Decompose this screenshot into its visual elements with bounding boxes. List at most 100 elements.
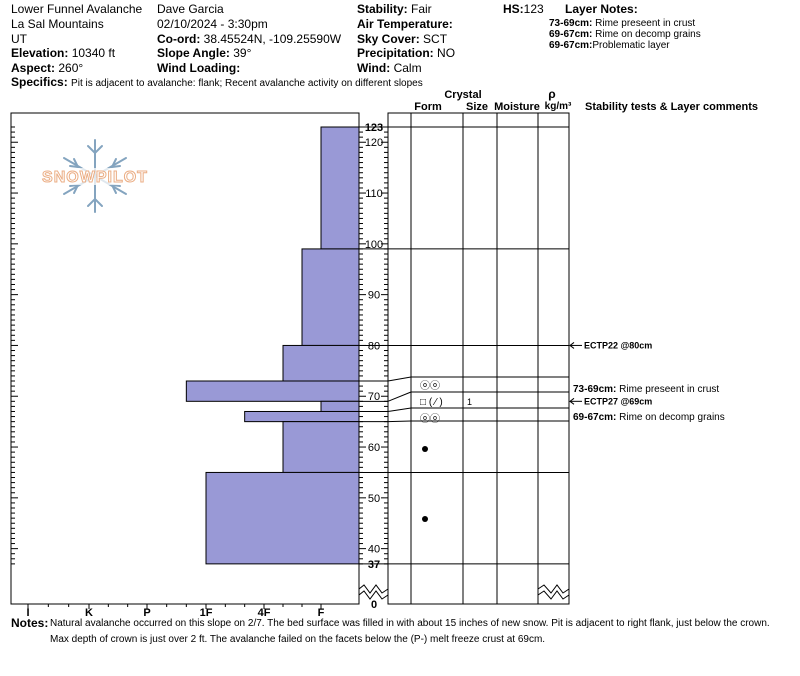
layer-comment: 69-67cm: Rime on decomp grains: [573, 412, 725, 423]
layer-note: 69-67cm:Problematic layer: [549, 40, 670, 52]
coordinates: Co-ord: 38.45524N, -109.25590W: [157, 32, 341, 46]
total-height: HS:123: [503, 2, 544, 16]
hardness-tick-label: P: [143, 607, 150, 616]
slope-value: 39°: [233, 46, 252, 60]
layer-note: 73-69cm: Rime preseent in crust: [549, 18, 695, 30]
height-tick-label: 70: [368, 391, 380, 403]
aspect: Aspect: 260°: [11, 61, 83, 75]
height-tick-label: 50: [368, 493, 380, 505]
height-tick-label: 40: [368, 544, 380, 556]
hardness-tick-label: I: [26, 607, 29, 616]
stability-label: Stability:: [357, 2, 408, 16]
slope-label: Slope Angle:: [157, 46, 230, 60]
air-temp-label: Air Temperature:: [357, 17, 453, 31]
layer-lines: [359, 126, 569, 565]
layer-connector: [387, 420, 412, 423]
aspect-value: 260°: [58, 61, 84, 75]
location-name: Lower Funnel Avalanche: [11, 2, 143, 16]
hardness-axis: I K P 1F 4F F: [26, 604, 325, 616]
wind-label: Wind:: [357, 61, 391, 75]
grain-size: 1: [467, 397, 472, 407]
density-unit-header: kg/m³: [545, 101, 572, 112]
hardness-bar: [320, 400, 360, 412]
air-temperature: Air Temperature:: [357, 17, 453, 31]
hardness-tick-label: 4F: [258, 607, 271, 616]
height-tick-label: 123: [365, 122, 383, 134]
hardness-bar: [244, 410, 360, 423]
density-rho-header: ρ: [548, 87, 555, 101]
height-tick-label: 0: [371, 599, 377, 611]
grain-symbols: ⓞⓞ □ ( ⁄ ) 1 ⓞⓞ: [420, 380, 472, 522]
layer-comment-range: 69-67cm:: [573, 412, 619, 423]
layer-comment-text: Rime preseent in crust: [619, 384, 719, 395]
layer-connector: [387, 407, 412, 412]
layer-note-text: Rime on decomp grains: [595, 29, 701, 40]
hardness-bar: [205, 471, 360, 565]
hardness-bar: [320, 126, 360, 250]
grain-table: [387, 112, 570, 605]
mountain-range: La Sal Mountains: [11, 17, 104, 31]
notes-text: Natural avalanche occurred on this slope…: [50, 618, 770, 645]
wind-loading: Wind Loading:: [157, 61, 240, 75]
height-tick-label: 120: [365, 137, 383, 149]
stability-test-arrowhead: [569, 397, 575, 405]
layer-note-range: 69-67cm:: [549, 29, 593, 40]
specifics-label: Specifics:: [11, 75, 68, 89]
layer-connector: [387, 376, 412, 382]
snow-profile-chart: Crystal Form Size Moisture ρ kg/m³ Stabi…: [10, 87, 758, 616]
precip-value: NO: [437, 46, 456, 60]
aspect-label: Aspect:: [11, 61, 56, 75]
elevation-value: 10340 ft: [71, 46, 116, 60]
height-tick-label: 60: [368, 442, 380, 454]
precipitation: Precipitation: NO: [357, 46, 455, 60]
comments-header: Stability tests & Layer comments: [585, 101, 758, 113]
grain-form-symbol: ⓞⓞ: [420, 380, 440, 392]
wind-loading-label: Wind Loading:: [157, 61, 241, 75]
stability-test-label: ECTP22 @80cm: [584, 340, 652, 350]
moisture-header: Moisture: [494, 101, 540, 113]
layer-note-range: 73-69cm:: [549, 18, 593, 29]
hs-value: 123: [523, 2, 544, 16]
sky-cover: Sky Cover: SCT: [357, 32, 447, 46]
coord-value: 38.45524N, -109.25590W: [203, 32, 342, 46]
hardness-tick-label: K: [85, 607, 93, 616]
state: UT: [11, 32, 27, 46]
grain-form-symbol: ⓞⓞ: [420, 413, 440, 425]
specifics-value: Pit is adjacent to avalanche: flank; Rec…: [71, 78, 423, 89]
elevation-label: Elevation:: [11, 46, 69, 60]
axis-break-marks: [358, 584, 570, 600]
layer-connector: [387, 391, 412, 402]
layer-note-text: Rime preseent in crust: [595, 18, 696, 29]
snowpilot-logo: SNOWPILOT: [36, 139, 154, 213]
stability-test-label: ECTP27 @69cm: [584, 396, 652, 406]
wind: Wind: Calm: [357, 61, 422, 75]
specifics: Specifics: Pit is adjacent to avalanche:…: [11, 75, 423, 90]
hardness-bars: [185, 126, 360, 565]
form-header: Form: [414, 101, 442, 113]
hardness-bar: [282, 421, 360, 473]
datetime: 02/10/2024 - 3:30pm: [157, 17, 268, 31]
layer-note: 69-67cm: Rime on decomp grains: [549, 29, 701, 41]
hardness-tick-label: F: [318, 607, 325, 616]
sky-label: Sky Cover:: [357, 32, 420, 46]
grain-form-symbol: □ ( ⁄ ): [420, 397, 443, 408]
stability-value: Fair: [411, 2, 432, 16]
coord-label: Co-ord:: [157, 32, 201, 46]
precip-label: Precipitation:: [357, 46, 434, 60]
layer-notes-title: Layer Notes:: [565, 2, 638, 16]
stability-test-arrowhead: [569, 342, 575, 349]
hs-label: HS:: [503, 2, 524, 16]
layer-comment: 73-69cm: Rime preseent in crust: [573, 384, 719, 395]
sky-value: SCT: [423, 32, 448, 46]
observer: Dave Garcia: [157, 2, 224, 16]
hardness-bar: [185, 380, 360, 402]
layer-comment-text: Rime on decomp grains: [619, 412, 725, 423]
stability: Stability: Fair: [357, 2, 432, 16]
layer-comment-range: 73-69cm:: [573, 384, 619, 395]
snowpilot-logo-text: SNOWPILOT: [42, 169, 148, 186]
height-tick-label: 90: [368, 290, 380, 302]
height-tick-label: 80: [368, 340, 380, 352]
grain-form-symbol: [422, 516, 428, 522]
hardness-bar: [301, 248, 360, 346]
